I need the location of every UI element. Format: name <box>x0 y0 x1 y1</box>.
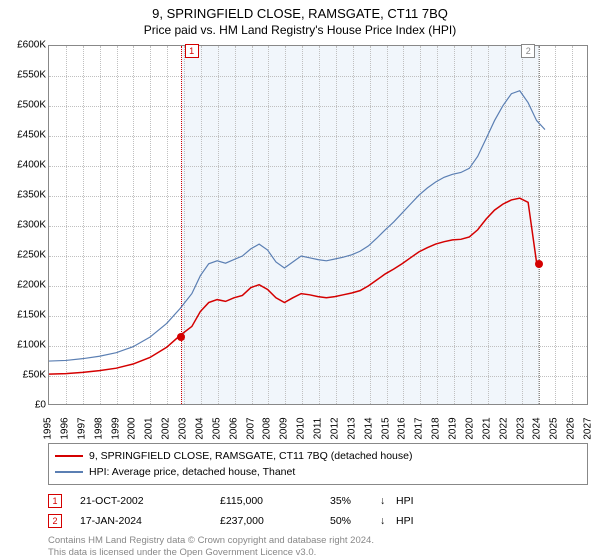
y-axis-label: £400K <box>17 160 46 171</box>
transaction-row: 2 17-JAN-2024£237,00050%↓HPI <box>48 511 588 531</box>
transaction-row: 1 21-OCT-2002£115,00035%↓HPI <box>48 491 588 511</box>
down-arrow-icon: ↓ <box>380 495 396 507</box>
x-axis-label: 2002 <box>161 417 172 439</box>
down-arrow-icon: ↓ <box>380 515 396 527</box>
x-axis-label: 1997 <box>76 417 87 439</box>
y-axis-label: £200K <box>17 280 46 291</box>
x-axis-label: 1999 <box>110 417 121 439</box>
legend-row: 9, SPRINGFIELD CLOSE, RAMSGATE, CT11 7BQ… <box>55 448 581 464</box>
transaction-date: 17-JAN-2024 <box>80 515 220 527</box>
transaction-badge: 2 <box>48 514 62 528</box>
x-axis-label: 2003 <box>178 417 189 439</box>
x-axis-label: 2010 <box>296 417 307 439</box>
legend-swatch <box>55 455 83 457</box>
x-axis-label: 1998 <box>93 417 104 439</box>
x-axis-label: 2015 <box>380 417 391 439</box>
legend: 9, SPRINGFIELD CLOSE, RAMSGATE, CT11 7BQ… <box>48 443 588 485</box>
x-axis-label: 2016 <box>397 417 408 439</box>
x-axis-label: 2000 <box>127 417 138 439</box>
y-axis-label: £550K <box>17 70 46 81</box>
x-axis-label: 2026 <box>566 417 577 439</box>
x-axis-label: 2004 <box>194 417 205 439</box>
x-axis-label: 2005 <box>211 417 222 439</box>
x-axis-label: 2019 <box>448 417 459 439</box>
chart-title: 9, SPRINGFIELD CLOSE, RAMSGATE, CT11 7BQ <box>8 6 592 21</box>
y-axis-label: £100K <box>17 340 46 351</box>
transaction-pct: 50% <box>330 515 380 527</box>
y-axis-label: £300K <box>17 220 46 231</box>
chart-subtitle: Price paid vs. HM Land Registry's House … <box>8 23 592 37</box>
x-axis-label: 2001 <box>144 417 155 439</box>
x-axis-label: 2022 <box>498 417 509 439</box>
transaction-price: £237,000 <box>220 515 330 527</box>
x-axis-label: 2008 <box>262 417 273 439</box>
transaction-comparison: HPI <box>396 495 456 507</box>
y-axis-label: £350K <box>17 190 46 201</box>
y-axis-label: £0 <box>35 400 46 411</box>
transaction-table: 1 21-OCT-2002£115,00035%↓HPI 2 17-JAN-2024£… <box>48 491 588 531</box>
footer-line: This data is licensed under the Open Gov… <box>48 547 592 559</box>
x-axis-label: 2006 <box>228 417 239 439</box>
x-axis-label: 1996 <box>59 417 70 439</box>
y-axis-label: £50K <box>23 370 46 381</box>
x-axis-label: 2017 <box>414 417 425 439</box>
transaction-price: £115,000 <box>220 495 330 507</box>
x-axis-label: 2027 <box>583 417 594 439</box>
x-axis-label: 2023 <box>515 417 526 439</box>
legend-swatch <box>55 471 83 473</box>
x-axis-label: 2024 <box>532 417 543 439</box>
series-hpi <box>49 91 545 361</box>
chart-lines <box>49 46 587 404</box>
x-axis-label: 2009 <box>279 417 290 439</box>
transaction-badge: 1 <box>48 494 62 508</box>
footer-attribution: Contains HM Land Registry data © Crown c… <box>48 535 592 559</box>
y-axis-label: £250K <box>17 250 46 261</box>
legend-row: HPI: Average price, detached house, Than… <box>55 464 581 480</box>
chart-area: 12 £0 £50K £100K £150K £200K £250K £300K £350K £… <box>8 41 592 441</box>
x-axis-label: 2012 <box>329 417 340 439</box>
x-axis-label: 2014 <box>363 417 374 439</box>
x-axis-label: 2025 <box>549 417 560 439</box>
y-axis-label: £150K <box>17 310 46 321</box>
y-axis-label: £600K <box>17 40 46 51</box>
series-property <box>49 198 537 374</box>
x-axis-label: 2011 <box>313 418 324 440</box>
x-axis-label: 2021 <box>481 417 492 439</box>
transaction-comparison: HPI <box>396 515 456 527</box>
legend-label: 9, SPRINGFIELD CLOSE, RAMSGATE, CT11 7BQ… <box>89 450 412 462</box>
legend-label: HPI: Average price, detached house, Than… <box>89 466 295 478</box>
plot-region: 12 <box>48 45 588 405</box>
x-axis-label: 2018 <box>431 417 442 439</box>
y-axis-label: £500K <box>17 100 46 111</box>
x-axis-label: 2013 <box>346 417 357 439</box>
transaction-date: 21-OCT-2002 <box>80 495 220 507</box>
x-axis-label: 2007 <box>245 417 256 439</box>
footer-line: Contains HM Land Registry data © Crown c… <box>48 535 592 547</box>
x-axis-label: 1995 <box>43 417 54 439</box>
x-axis-label: 2020 <box>464 417 475 439</box>
transaction-pct: 35% <box>330 495 380 507</box>
y-axis-label: £450K <box>17 130 46 141</box>
